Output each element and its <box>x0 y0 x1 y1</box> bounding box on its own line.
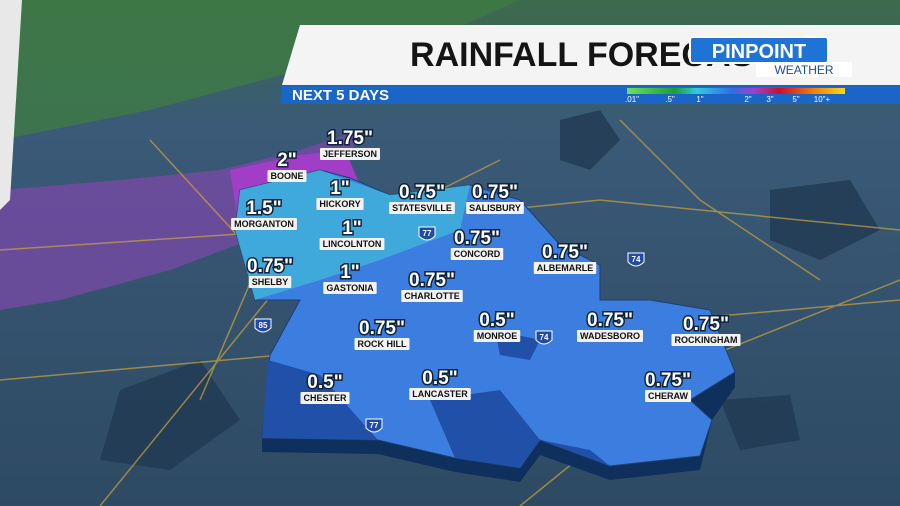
city-name: SALISBURY <box>469 203 521 213</box>
city-amount: 1" <box>342 218 362 239</box>
city-amount: 0.5" <box>307 372 342 393</box>
city-amount: 1.5" <box>246 198 281 219</box>
city-name: GASTONIA <box>326 283 374 293</box>
cities: 1.75"JEFFERSON2"BOONE1"HICKORY1.5"MORGAN… <box>231 127 741 404</box>
city-amount: 0.75" <box>399 182 445 203</box>
city-name: CONCORD <box>454 249 501 259</box>
city-label-box <box>267 170 307 182</box>
city-name: LINCOLNTON <box>323 239 382 249</box>
city-label-box <box>323 282 377 294</box>
highway-shield <box>254 318 272 333</box>
city-amount: 1" <box>330 178 350 199</box>
left-stripe <box>0 0 22 210</box>
city-amount: 0.75" <box>454 228 500 249</box>
highway-label: 77 <box>423 229 432 238</box>
city-label-box <box>645 390 691 402</box>
city-label-box <box>671 334 741 346</box>
legend-label: 5" <box>792 95 799 104</box>
highway-label: 74 <box>632 255 641 264</box>
city-label-box <box>319 148 381 160</box>
highway-shield <box>418 226 436 241</box>
legend-label: 10"+ <box>814 95 831 104</box>
highway-label: 74 <box>540 333 549 342</box>
city-name: WADESBORO <box>580 331 640 341</box>
city-amount: 2" <box>277 150 297 171</box>
highway-shield <box>627 252 645 267</box>
city-name: CHESTER <box>303 393 347 403</box>
highway-label: 85 <box>259 321 268 330</box>
city-name: HICKORY <box>319 199 360 209</box>
highway-shield <box>365 418 383 433</box>
subtitle: NEXT 5 DAYS <box>292 87 389 104</box>
legend-label: .01" <box>625 95 639 104</box>
city-amount: 0.5" <box>422 368 457 389</box>
legend: .01" .5" 1" 2" 3" 5" 10"+ <box>625 95 831 104</box>
legend-label: 3" <box>766 95 773 104</box>
city-amount: 0.75" <box>542 242 588 263</box>
city-name: CHERAW <box>648 391 689 401</box>
city-label-box <box>576 330 644 342</box>
city-label-box <box>466 202 524 214</box>
city-label-box <box>231 218 297 230</box>
rain-darker <box>262 330 610 468</box>
city-amount: 0.75" <box>587 310 633 331</box>
city-amount: 1" <box>340 262 360 283</box>
city-amount: 0.75" <box>359 318 405 339</box>
city-amount: 0.75" <box>645 370 691 391</box>
city-label-box <box>300 392 350 404</box>
logo-line1: PINPOINT <box>712 41 806 63</box>
city-name: MORGANTON <box>234 219 294 229</box>
city-label-box <box>389 202 455 214</box>
city-label-box <box>450 248 504 260</box>
city-label-box <box>533 262 597 274</box>
city-amount: 0.75" <box>247 256 293 277</box>
city-amount: 1.75" <box>327 128 373 149</box>
city-name: CHARLOTTE <box>404 291 460 301</box>
city-label-box <box>248 276 292 288</box>
city-amount: 0.75" <box>472 182 518 203</box>
city-label-box <box>316 198 364 210</box>
city-name: LANCASTER <box>412 389 468 399</box>
city-name: ROCK HILL <box>358 339 407 349</box>
city-label-box <box>401 290 463 302</box>
city-name: MONROE <box>477 331 518 341</box>
logo-bottom <box>756 62 852 77</box>
highway-shield <box>535 330 553 345</box>
city-name: ALBEMARLE <box>537 263 594 273</box>
city-label-box <box>473 330 521 342</box>
logo-line2: WEATHER <box>774 63 833 77</box>
region-extrusion <box>262 372 735 482</box>
city-label-box <box>319 238 385 250</box>
legend-label: 1" <box>696 95 703 104</box>
highway-label: 77 <box>370 421 379 430</box>
city-label-box <box>354 338 410 350</box>
legend-label: 2" <box>744 95 751 104</box>
terrain-shadow <box>100 110 880 470</box>
city-amount: 0.75" <box>409 270 455 291</box>
legend-label: .5" <box>665 95 675 104</box>
highways: 77 85 74 74 77 <box>254 226 645 433</box>
city-name: ROCKINGHAM <box>675 335 738 345</box>
city-name: BOONE <box>270 171 303 181</box>
city-name: STATESVILLE <box>392 203 452 213</box>
city-amount: 0.75" <box>683 314 729 335</box>
city-name: JEFFERSON <box>323 149 377 159</box>
city-amount: 0.5" <box>479 310 514 331</box>
city-name: SHELBY <box>252 277 289 287</box>
legend-bar <box>627 88 845 94</box>
city-label-box <box>409 388 471 400</box>
